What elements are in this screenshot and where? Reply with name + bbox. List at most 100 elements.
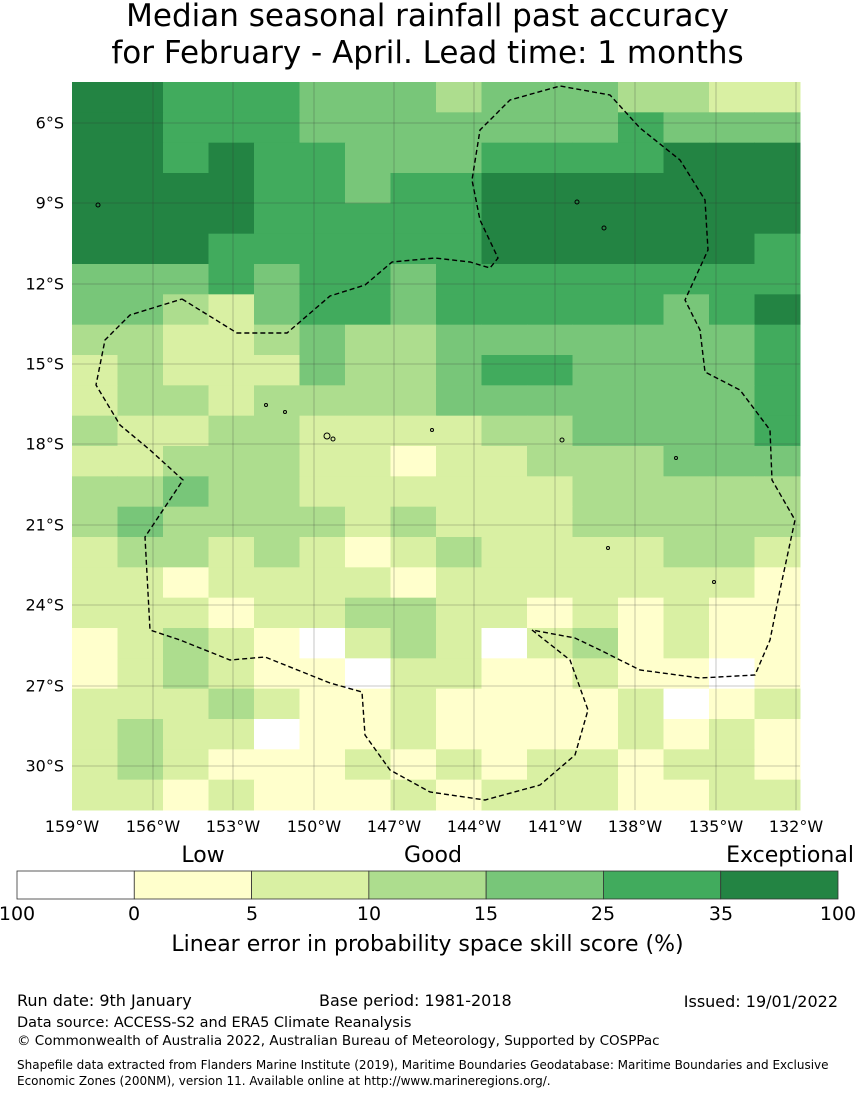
heatmap-cell — [117, 658, 164, 690]
heatmap-cell — [572, 385, 619, 417]
heatmap-cell — [299, 597, 346, 629]
lat-label: 24°S — [25, 595, 64, 615]
heatmap-cell — [481, 749, 528, 781]
heatmap-cell — [345, 658, 391, 690]
heatmap-cell — [527, 385, 573, 417]
heatmap-cell — [72, 415, 118, 447]
heatmap-cell — [208, 537, 255, 568]
heatmap-cell — [754, 142, 801, 174]
heatmap-cell — [163, 142, 209, 174]
heatmap-cell — [663, 142, 710, 174]
heatmap-cell — [663, 688, 710, 720]
heatmap-cell — [754, 385, 801, 417]
heatmap-cell — [436, 537, 482, 568]
heatmap-cell — [436, 688, 482, 720]
heatmap-cell — [663, 719, 710, 750]
heatmap-cell — [709, 476, 755, 508]
heatmap-cell — [163, 355, 209, 386]
heatmap-cell — [481, 203, 528, 235]
heatmap-cell — [481, 385, 528, 417]
heatmap-cell — [481, 294, 528, 326]
heatmap-cell — [345, 112, 391, 144]
heatmap-cell — [618, 82, 664, 113]
heatmap-cell — [572, 476, 619, 508]
title-line-2: for February - April. Lead time: 1 month… — [111, 35, 744, 71]
heatmap-cell — [572, 537, 619, 568]
heatmap-cell — [709, 142, 755, 174]
heatmap-cell — [754, 112, 801, 144]
heatmap-cell — [299, 537, 346, 568]
lon-label: 144°W — [446, 817, 502, 836]
heatmap-cell — [254, 415, 300, 447]
heatmap-cell — [709, 82, 755, 113]
heatmap-cell — [72, 203, 118, 235]
heatmap-cell — [254, 264, 300, 295]
heatmap-cell — [163, 688, 209, 720]
heatmap-cell — [345, 537, 391, 568]
heatmap-cell — [754, 658, 801, 690]
eez-boundary-north — [181, 85, 796, 679]
heatmap-cell — [390, 446, 437, 477]
heatmap-cell — [208, 628, 255, 659]
heatmap-cell — [754, 537, 801, 568]
heatmap-cell — [72, 628, 118, 659]
colorbar-tick: 5 — [245, 903, 259, 925]
heatmap-cell — [663, 537, 710, 568]
heatmap-cell — [72, 385, 118, 417]
heatmap-cell — [527, 749, 573, 781]
heatmap-cell — [618, 446, 664, 477]
heatmap-cell — [527, 324, 573, 356]
heatmap-cells — [72, 82, 801, 811]
heatmap-cell — [572, 233, 619, 265]
heatmap-cell — [345, 355, 391, 386]
heatmap-cell — [254, 82, 300, 113]
heatmap-cell — [709, 173, 755, 204]
heatmap-cell — [709, 719, 755, 750]
heatmap-cell — [345, 749, 391, 781]
heatmap-cell — [754, 719, 801, 750]
heatmap-cell — [208, 749, 255, 781]
heatmap-cell — [481, 537, 528, 568]
heatmap-cell — [527, 294, 573, 326]
heatmap-cell — [754, 233, 801, 265]
heatmap-cell — [618, 233, 664, 265]
heatmap-cell — [254, 658, 300, 690]
heatmap-cell — [72, 82, 118, 113]
heatmap-cell — [436, 749, 482, 781]
heatmap-cell — [117, 628, 164, 659]
heatmap-cell — [481, 173, 528, 204]
heatmap-cell — [527, 779, 573, 811]
heatmap-cell — [117, 112, 164, 144]
heatmap-cell — [390, 294, 437, 326]
heatmap-cell — [618, 537, 664, 568]
heatmap-cell — [208, 82, 255, 113]
heatmap-cell — [481, 719, 528, 750]
heatmap-cell — [117, 446, 164, 477]
heatmap-cell — [436, 476, 482, 508]
heatmap-cell — [663, 173, 710, 204]
heatmap-cell — [754, 688, 801, 720]
lat-label: 30°S — [25, 756, 64, 776]
heatmap-cell — [390, 264, 437, 295]
heatmap-cell — [481, 597, 528, 629]
run-date: Run date: 9th January — [17, 991, 192, 1010]
heatmap-cell — [390, 415, 437, 447]
heatmap-cell — [754, 476, 801, 508]
heatmap-cell — [663, 749, 710, 781]
heatmap-cell — [663, 294, 710, 326]
heatmap-cell — [709, 415, 755, 447]
heatmap-cell — [527, 112, 573, 144]
colorbar-segment — [603, 870, 722, 900]
heatmap-cell — [72, 597, 118, 629]
heatmap-cell — [345, 628, 391, 659]
heatmap-cell — [709, 506, 755, 538]
heatmap-cell — [436, 264, 482, 295]
heatmap-cell — [163, 476, 209, 508]
heatmap-cell — [572, 506, 619, 538]
lat-label: 6°S — [35, 113, 64, 133]
heatmap-cell — [117, 537, 164, 568]
heatmap-cell — [117, 203, 164, 235]
heatmap-cell — [436, 719, 482, 750]
heatmap-cell — [754, 567, 801, 599]
heatmap-cell — [663, 264, 710, 295]
